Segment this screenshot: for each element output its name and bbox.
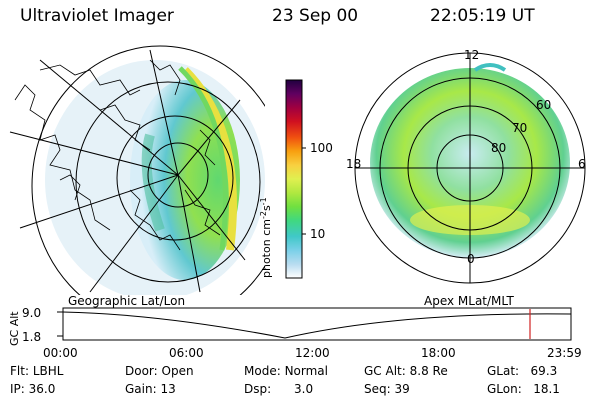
footer-ip: IP: 36.0 <box>10 382 56 396</box>
alt-tick-label-9: 9.0 <box>22 306 42 320</box>
auroral-oval-west <box>141 133 165 232</box>
mlt-label-18: 18 <box>346 157 362 171</box>
time-tick-2359: 23:59 <box>547 346 582 360</box>
time-tick-0000: 00:00 <box>43 346 78 360</box>
apex-caption: Apex MLat/MLT <box>424 294 514 308</box>
footer-door: Door: Open <box>125 364 194 378</box>
limb-brightening <box>182 67 237 251</box>
coastlines <box>14 59 221 251</box>
colorbar-label-100: 100 <box>310 141 333 155</box>
footer-seq: Seq: 39 <box>364 382 410 396</box>
footer-gc-alt: GC Alt: 8.8 Re <box>364 364 448 378</box>
observation-date: 23 Sep 00 <box>272 6 359 26</box>
polar-mlt-plot <box>354 52 586 284</box>
footer-glat: GLat: 69.3 <box>487 364 558 378</box>
footer-mode: Mode: Normal <box>244 364 328 378</box>
footer-dsp: Dsp: 3.0 <box>244 382 314 396</box>
colorbar-scale <box>285 79 303 279</box>
footer-flt: Flt: LBHL <box>10 364 64 378</box>
footer-glon: GLon: 18.1 <box>487 382 560 396</box>
observation-time: 22:05:19 UT <box>430 6 535 26</box>
geographic-caption: Geographic Lat/Lon <box>68 294 186 308</box>
instrument-title: Ultraviolet Imager <box>20 6 174 26</box>
lat-lon-grid <box>9 45 265 295</box>
altitude-curve <box>62 311 572 339</box>
time-tick-1200: 12:00 <box>295 346 330 360</box>
mlat-label-60: 60 <box>536 98 552 112</box>
mlt-label-0: 0 <box>467 252 475 266</box>
colorbar-label-10: 10 <box>310 227 326 241</box>
mlat-circles <box>354 52 586 284</box>
limb-band <box>178 66 228 251</box>
mlt-label-12: 12 <box>464 48 480 62</box>
time-tick-0600: 06:00 <box>169 346 204 360</box>
colorbar-unit-label: photon cm-2s-1 <box>259 197 273 278</box>
footer-gain: Gain: 13 <box>125 382 176 396</box>
geographic-map <box>9 45 265 295</box>
alt-tick-label-1-8: 1.8 <box>22 330 42 344</box>
time-tick-1800: 18:00 <box>421 346 456 360</box>
altitude-plot: GC Alt <box>8 307 572 346</box>
mlat-label-80: 80 <box>491 141 507 155</box>
altitude-plot-frame <box>62 307 572 341</box>
dayside-arc <box>473 63 507 72</box>
mlat-label-70: 70 <box>512 121 528 135</box>
mlt-label-6: 6 <box>578 157 586 171</box>
altitude-ylabel: GC Alt <box>8 311 21 346</box>
intensity-colorbar: photon cm-2s-1 <box>259 79 306 279</box>
